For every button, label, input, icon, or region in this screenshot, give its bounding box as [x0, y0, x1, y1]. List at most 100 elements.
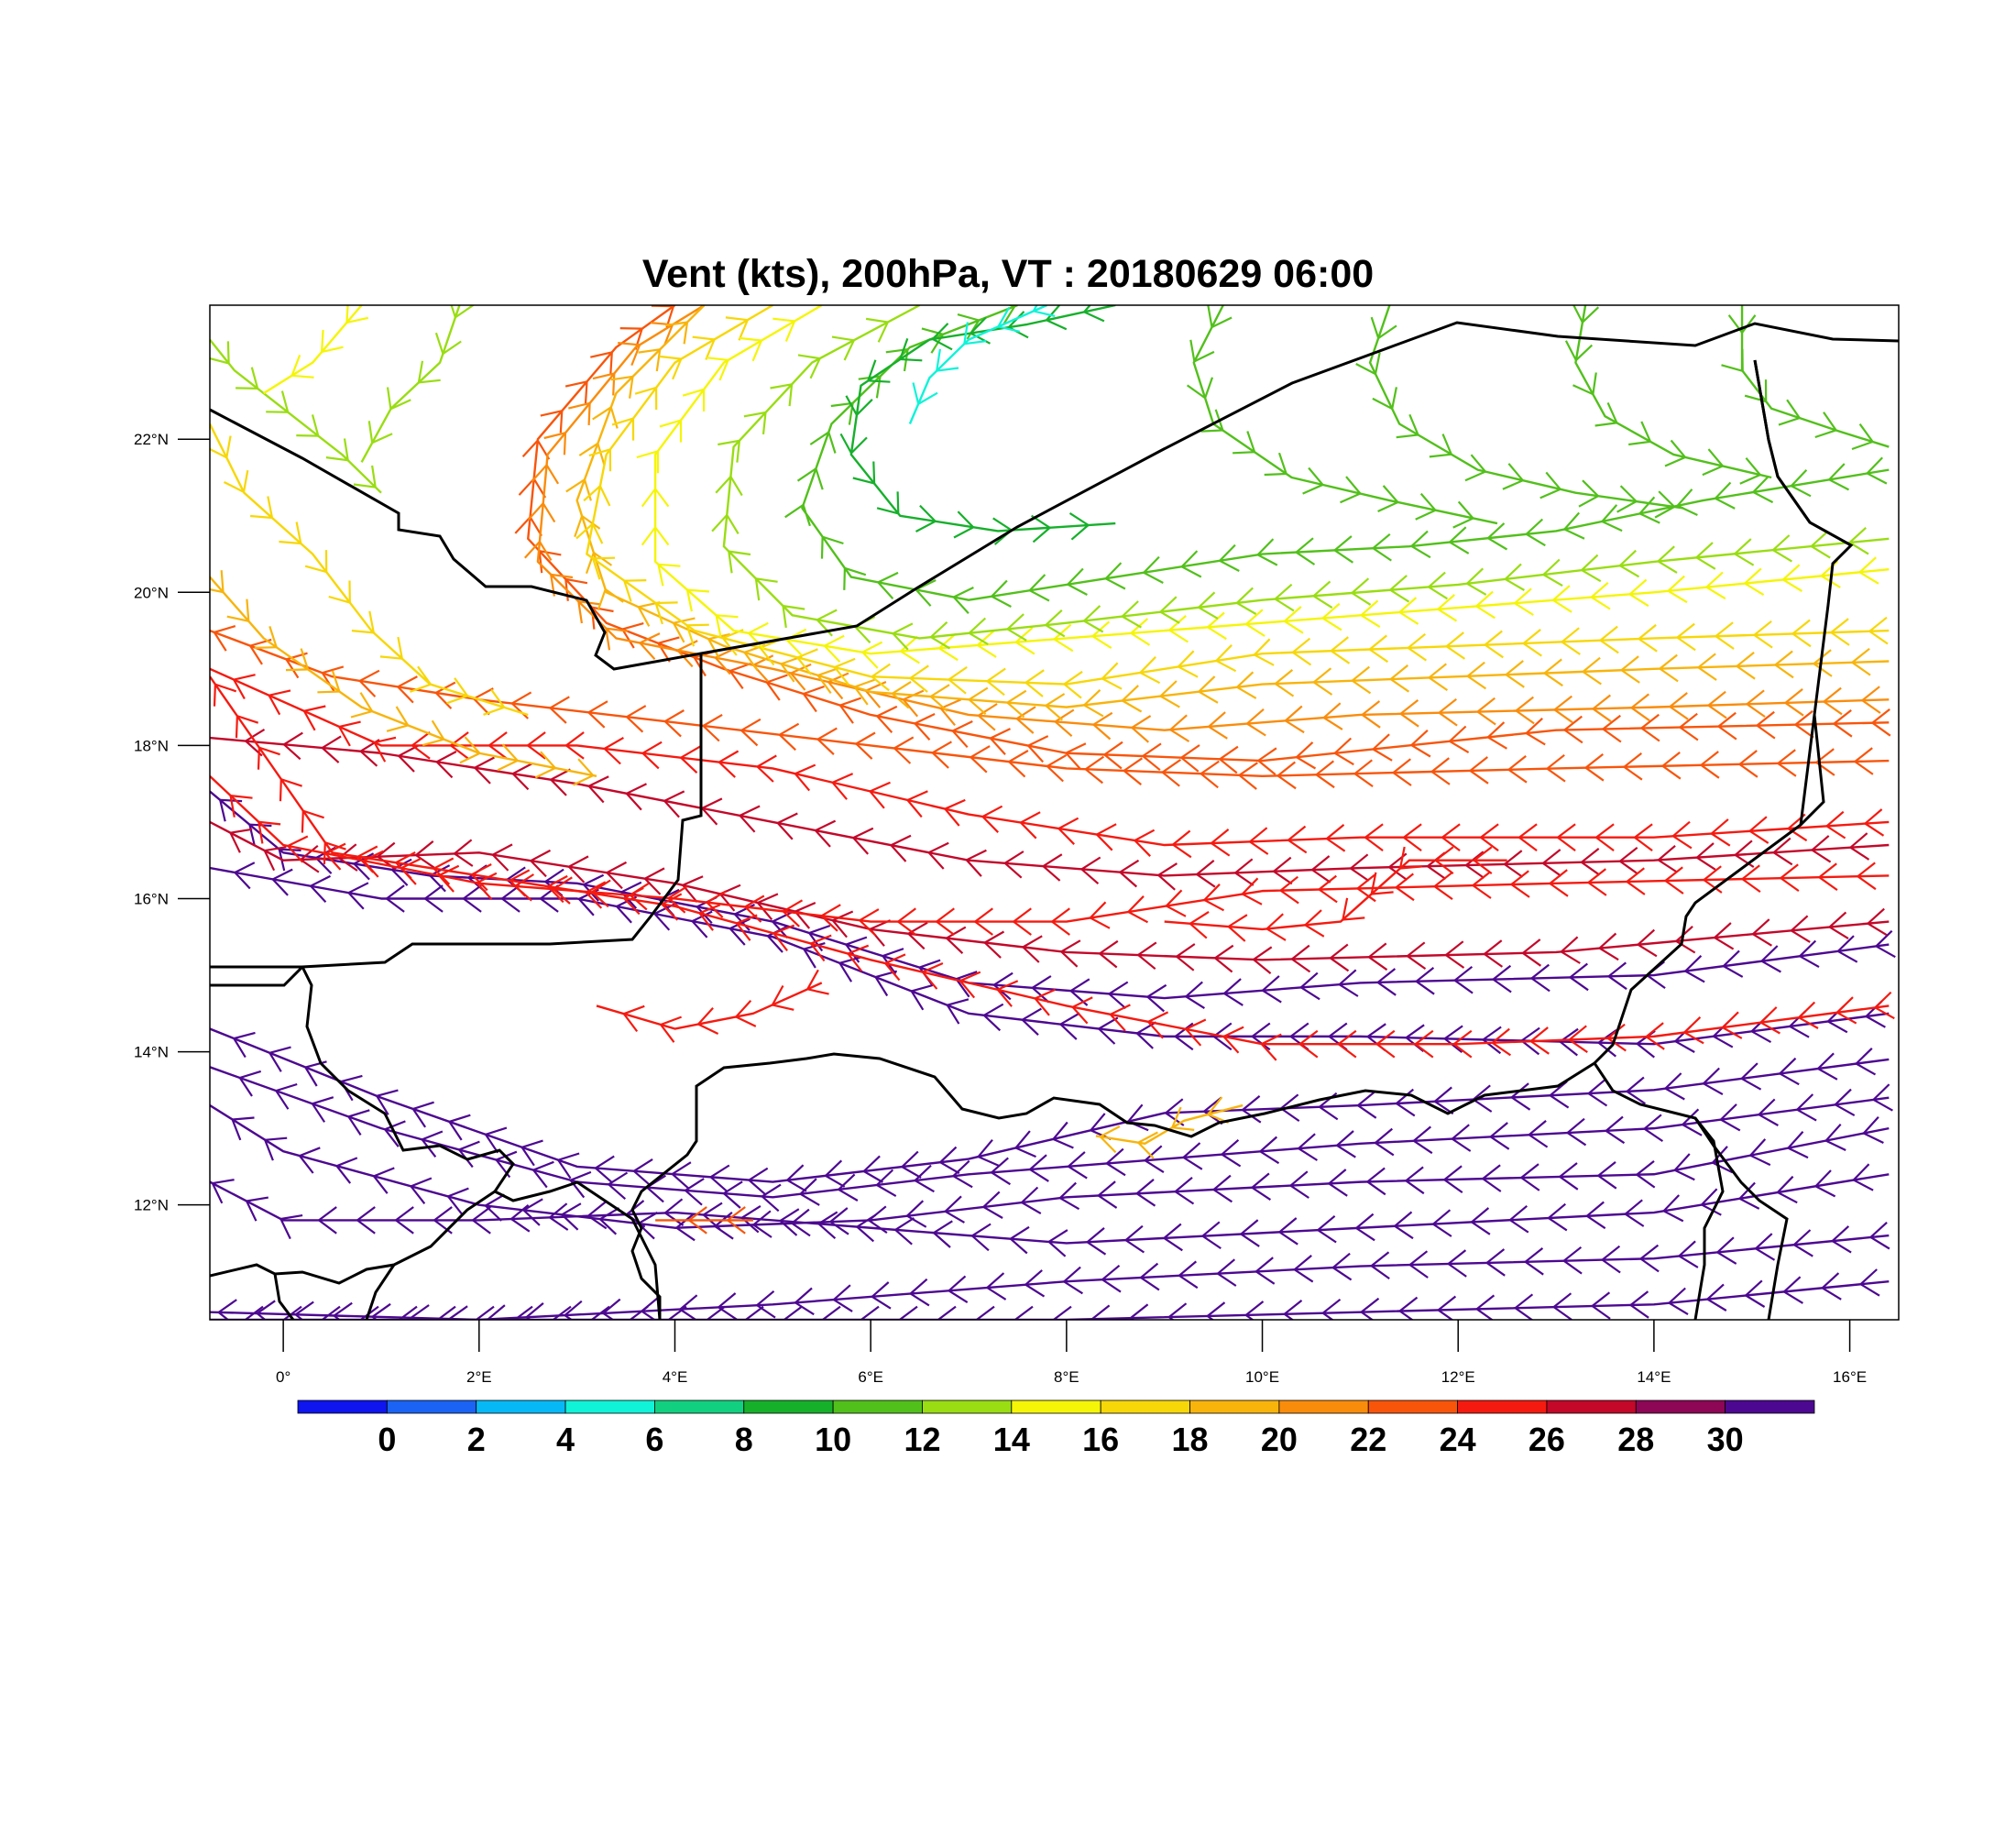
- wind-barb: [1337, 969, 1359, 997]
- wind-barb: [282, 731, 303, 761]
- wind-barb: [1354, 1213, 1375, 1242]
- wind-barb: [586, 775, 609, 804]
- wind-barb: [1470, 1207, 1491, 1235]
- wind-barb: [1255, 538, 1278, 566]
- wind-barb: [1030, 975, 1052, 1004]
- wind-barb: [1130, 715, 1152, 743]
- wind-barb: [449, 731, 469, 760]
- wind-barb: [301, 809, 324, 833]
- wind-barb: [728, 917, 751, 946]
- wind-barb: [1681, 1108, 1703, 1136]
- wind-barb: [500, 884, 520, 913]
- wind-barb: [816, 666, 839, 695]
- plot-frame: [209, 304, 1900, 1321]
- colorbar-label: 30: [1707, 1421, 1744, 1458]
- streamline-path: [1740, 305, 1890, 448]
- wind-barb: [1164, 889, 1187, 917]
- wind-barb: [701, 713, 723, 742]
- wind-barb: [564, 731, 585, 760]
- wind-barb: [985, 1272, 1007, 1301]
- wind-barb: [270, 868, 293, 896]
- wind-barb: [970, 1223, 992, 1252]
- wind-barb: [1727, 314, 1757, 335]
- wind-barb: [235, 714, 259, 739]
- wind-barb: [1519, 1163, 1540, 1191]
- wind-barb: [1829, 618, 1850, 646]
- wind-barb: [1359, 599, 1381, 629]
- wind-barb: [758, 638, 782, 666]
- colorbar-swatch: [1278, 1399, 1369, 1414]
- wind-barb: [875, 705, 898, 733]
- wind-barb: [244, 728, 266, 757]
- wind-barb: [1776, 1175, 1798, 1204]
- wind-barb: [575, 521, 604, 544]
- wind-barb: [320, 329, 344, 354]
- wind-barb: [1254, 1257, 1276, 1285]
- wind-barb: [459, 736, 482, 764]
- wind-barb: [1448, 526, 1470, 554]
- wind-barb: [1415, 492, 1438, 521]
- wind-barb: [1250, 1172, 1272, 1202]
- colorbar-swatch: [743, 1399, 834, 1414]
- wind-barb: [573, 758, 596, 786]
- wind-barb: [309, 874, 331, 904]
- streamline-path: [210, 667, 1890, 847]
- wind-barb: [1259, 1033, 1282, 1061]
- wind-barb: [563, 1300, 583, 1320]
- wind-barb: [232, 674, 256, 700]
- wind-barb: [855, 1213, 877, 1243]
- wind-barb: [1068, 511, 1090, 541]
- lon-tick-label: 2°E: [466, 1368, 492, 1386]
- wind-barb: [634, 386, 658, 411]
- wind-barb: [1868, 616, 1889, 645]
- wind-barb: [1082, 305, 1105, 323]
- wind-barb: [1235, 671, 1257, 699]
- wind-barb: [1578, 479, 1600, 508]
- wind-barb: [231, 1116, 255, 1141]
- wind-barb: [279, 521, 302, 545]
- wind-barb: [1748, 816, 1769, 844]
- wind-barb: [1663, 866, 1684, 895]
- wind-barb: [1162, 1223, 1183, 1252]
- wind-barb: [1548, 1081, 1570, 1109]
- wind-barb: [819, 904, 841, 932]
- wind-barb: [1668, 692, 1689, 720]
- colorbar-swatch: [1635, 1399, 1726, 1414]
- streamline-path: [653, 305, 1890, 655]
- wind-barb: [1186, 377, 1214, 401]
- wind-barb: [1642, 1114, 1664, 1143]
- wind-barb: [1709, 818, 1731, 847]
- wind-barb: [628, 1305, 649, 1320]
- wind-barb: [1814, 412, 1838, 439]
- wind-barb: [1397, 597, 1419, 625]
- wind-barb: [1822, 686, 1843, 716]
- wind-barb: [1683, 955, 1705, 983]
- wind-barb: [591, 556, 616, 580]
- wind-barb: [356, 1206, 376, 1235]
- wind-barb: [1427, 663, 1449, 692]
- wind-barb: [1820, 1272, 1842, 1301]
- wind-barb: [1406, 632, 1428, 662]
- wind-barb: [1136, 1131, 1158, 1159]
- wind-barb: [1600, 504, 1623, 532]
- wind-barb: [531, 463, 560, 485]
- wind-barb: [1408, 1250, 1429, 1279]
- border-niger-chad: [1799, 714, 1825, 827]
- wind-barb: [981, 1191, 1003, 1219]
- streamline: [514, 305, 1891, 775]
- wind-barb: [1033, 988, 1057, 1016]
- wind-barb: [1433, 846, 1454, 874]
- wind-barb: [1809, 531, 1831, 559]
- border-niger-nigeria: [630, 1052, 1595, 1320]
- wind-barb: [1177, 650, 1199, 678]
- wind-barb: [651, 305, 675, 328]
- streamline: [711, 305, 1890, 651]
- wind-barb: [969, 316, 992, 345]
- wind-barb: [870, 663, 891, 692]
- wind-barb: [1483, 630, 1504, 659]
- wind-barb: [1596, 1161, 1617, 1190]
- wind-barb: [1436, 594, 1458, 622]
- wind-barb: [394, 851, 416, 880]
- streamline-path: [210, 675, 1890, 1046]
- wind-barb: [281, 1305, 302, 1320]
